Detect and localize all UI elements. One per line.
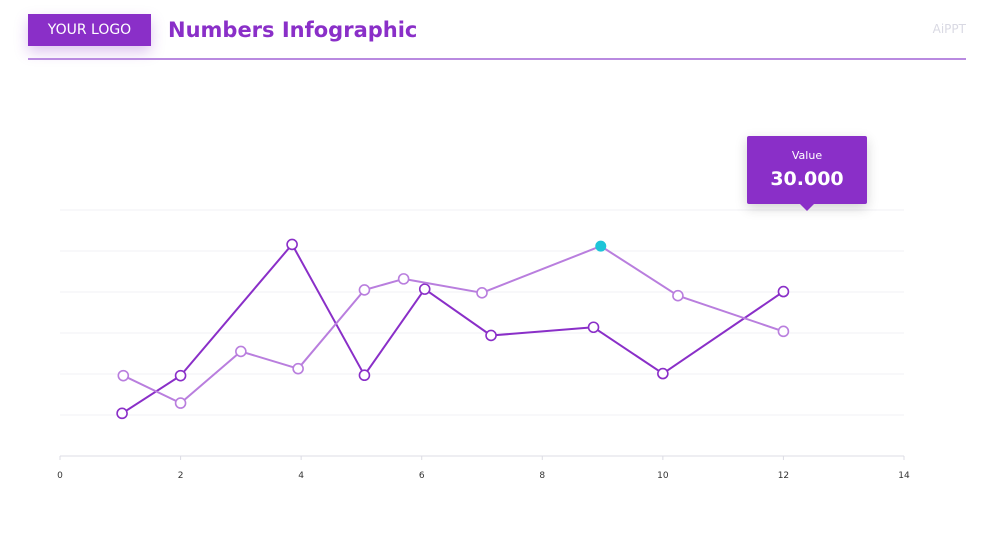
logo-box: YOUR LOGO: [28, 14, 151, 46]
series-layer: [116, 238, 790, 420]
x-tick-label: 0: [57, 471, 63, 481]
series-line: [122, 245, 784, 405]
value-tooltip: Value 30.000: [747, 136, 867, 211]
series-line: [121, 243, 784, 415]
page-title: Numbers Infographic: [168, 18, 418, 42]
data-point[interactable]: [235, 345, 247, 358]
tooltip-pointer: [800, 204, 814, 211]
x-tick-label: 14: [898, 471, 910, 481]
highlighted-data-point[interactable]: [595, 240, 607, 252]
x-axis: 0 2 4 6 8 10 12 14: [57, 455, 910, 481]
data-point[interactable]: [358, 369, 371, 382]
data-point[interactable]: [777, 285, 790, 298]
data-point[interactable]: [117, 369, 130, 382]
data-point[interactable]: [174, 397, 187, 409]
data-point[interactable]: [777, 325, 790, 338]
x-tick-label: 2: [178, 471, 184, 481]
x-tick-label: 12: [778, 471, 789, 481]
data-point[interactable]: [485, 329, 497, 342]
series-2: [117, 240, 790, 409]
data-point[interactable]: [397, 273, 410, 285]
tooltip-value: 30.000: [770, 168, 844, 190]
data-point[interactable]: [418, 283, 431, 295]
data-point[interactable]: [672, 289, 684, 302]
x-tick-label: 10: [657, 471, 669, 481]
brand-text: AiPPT: [932, 22, 966, 36]
data-point[interactable]: [286, 238, 298, 251]
data-point[interactable]: [116, 407, 128, 420]
series-1: [116, 238, 790, 420]
data-point[interactable]: [657, 367, 669, 380]
x-tick-label: 8: [539, 471, 545, 481]
logo-text: YOUR LOGO: [47, 22, 132, 38]
data-point[interactable]: [174, 369, 187, 382]
header-divider: [28, 58, 966, 60]
data-point[interactable]: [358, 284, 371, 296]
data-point[interactable]: [587, 321, 600, 334]
x-tick-label: 6: [419, 471, 425, 481]
x-tick-label: 4: [298, 471, 304, 481]
data-point[interactable]: [292, 362, 304, 375]
data-point[interactable]: [476, 287, 488, 299]
tooltip-label: Value: [791, 149, 823, 162]
grid-lines: [60, 209, 904, 416]
